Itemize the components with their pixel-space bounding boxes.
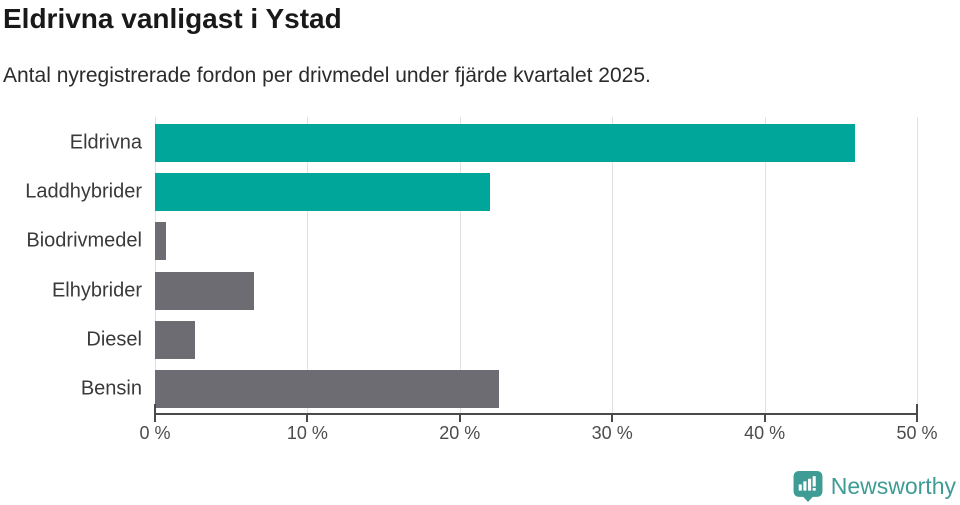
x-axis-line — [154, 413, 918, 415]
category-label-eldrivna: Eldrivna — [69, 131, 142, 154]
gridline — [459, 117, 461, 414]
gridline — [764, 117, 766, 414]
category-label-laddhybrider: Laddhybrider — [25, 180, 142, 203]
gridline — [917, 117, 918, 414]
bar-elhybrider — [155, 271, 255, 310]
newsworthy-wordmark: Newsworthy — [830, 473, 956, 499]
bar-laddhybrider — [155, 173, 491, 212]
x-tick-label: 30 % — [591, 423, 633, 443]
axis-tick — [306, 415, 309, 422]
bar-biodrivmedel — [155, 222, 166, 261]
x-tick-label: 20 % — [439, 423, 481, 443]
axis-end-cap — [154, 404, 156, 413]
axis-tick — [763, 415, 766, 422]
x-tick-label: 10 % — [286, 423, 328, 443]
gridline — [307, 117, 309, 414]
bar-bensin — [155, 370, 500, 408]
x-tick-label: 0 % — [139, 423, 171, 443]
category-label-bensin: Bensin — [80, 377, 142, 400]
category-label-biodrivmedel: Biodrivmedel — [26, 229, 142, 252]
chart-title: Eldrivna vanligast i Ystad — [3, 3, 342, 34]
x-tick-label: 40 % — [744, 423, 786, 443]
bar-chart-plot-area — [155, 117, 918, 414]
bar-diesel — [155, 320, 195, 359]
axis-tick — [916, 415, 918, 422]
y-axis-category-labels: Eldrivna Laddhybrider Biodrivmedel Elhybrid… — [0, 117, 142, 414]
x-axis-tick-labels: 0 % 10 % 20 % 30 % 40 % 50 % — [139, 423, 937, 447]
category-label-diesel: Diesel — [86, 328, 142, 351]
newsworthy-bubble-icon — [793, 471, 823, 502]
x-tick-label: 50 % — [896, 423, 938, 443]
gridline — [155, 117, 156, 414]
axis-tick — [458, 415, 461, 422]
axis-tick — [154, 415, 156, 422]
chart-subtitle: Antal nyregistrerade fordon per drivmede… — [3, 64, 651, 87]
category-label-elhybrider: Elhybrider — [51, 279, 142, 302]
axis-end-cap — [916, 404, 918, 413]
axis-tick — [611, 415, 614, 422]
bar-eldrivna — [155, 124, 855, 162]
newsworthy-logo[interactable]: Newsworthy — [793, 471, 956, 502]
gridline — [612, 117, 614, 414]
x-axis-ticks — [154, 404, 918, 423]
